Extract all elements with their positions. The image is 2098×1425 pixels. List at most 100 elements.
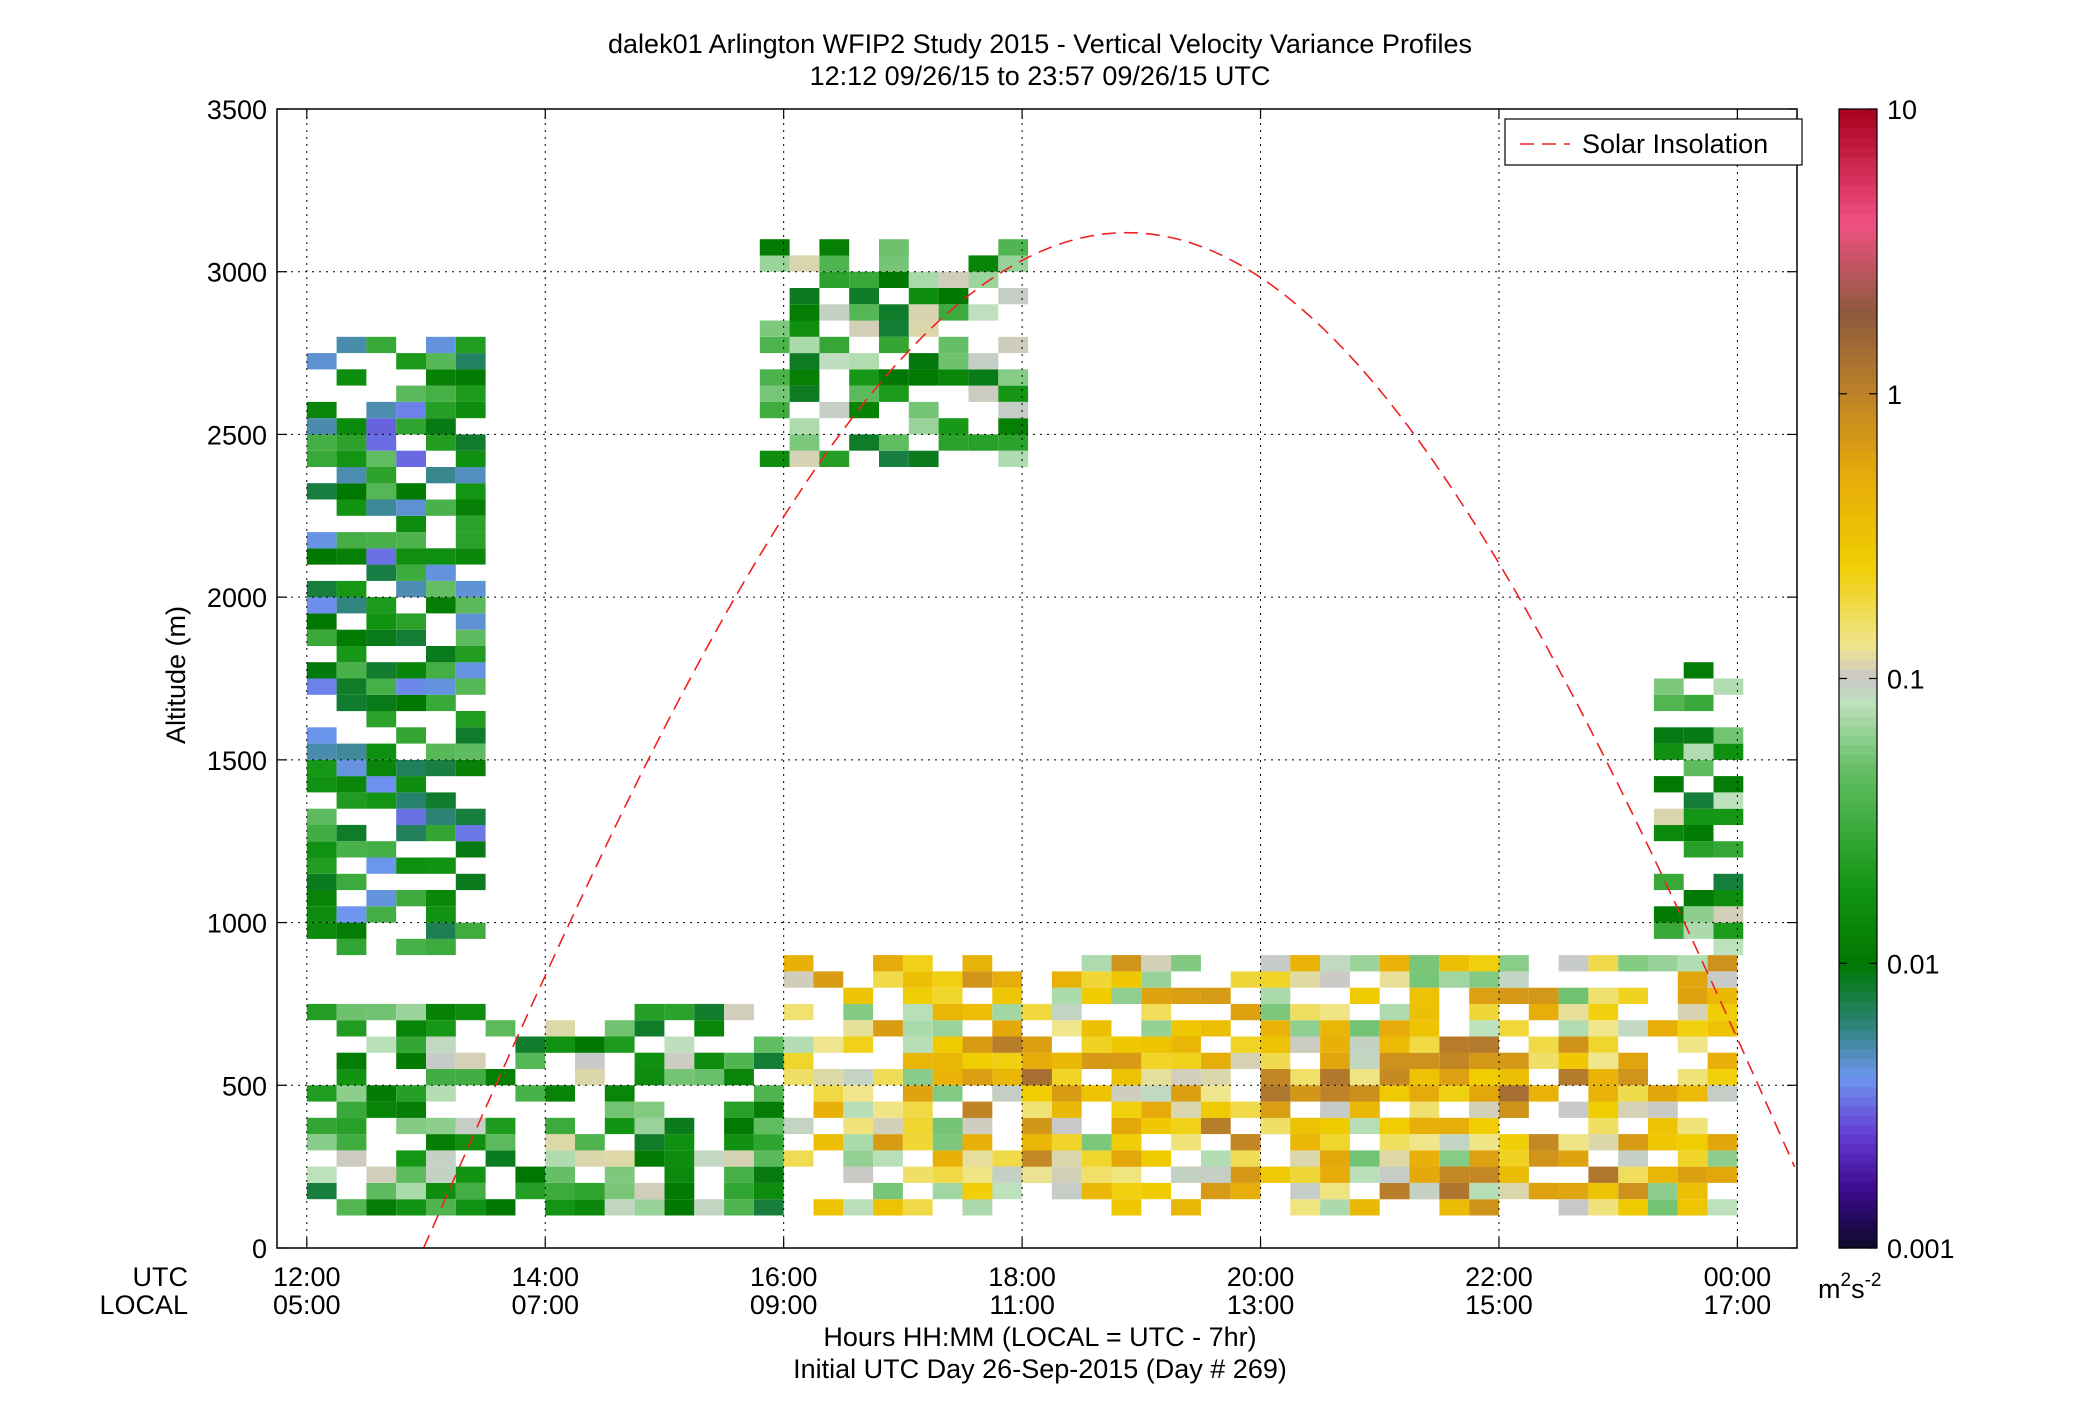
heatmap-cell	[306, 808, 337, 825]
heatmap-cell	[1290, 1117, 1321, 1135]
heatmap-cell	[1618, 1085, 1648, 1102]
heatmap-cell	[1022, 1003, 1052, 1021]
heatmap-cell	[336, 499, 367, 516]
heatmap-cell	[366, 1166, 397, 1183]
heatmap-cell	[1260, 1036, 1291, 1053]
heatmap-cell	[1713, 841, 1744, 858]
colorbar-segment	[1839, 393, 1877, 404]
heatmap-cell	[1499, 1182, 1529, 1200]
heatmap-cell	[366, 434, 397, 451]
x-tick-label-utc: 18:00	[988, 1262, 1056, 1292]
colorbar-segment	[1839, 507, 1877, 518]
heatmap-cell	[873, 1020, 903, 1037]
heatmap-cell	[1409, 1166, 1440, 1183]
heatmap-cell	[849, 401, 879, 419]
heatmap-cell	[455, 532, 486, 549]
heatmap-cell	[366, 499, 397, 516]
heatmap-cell	[694, 1069, 725, 1086]
heatmap-cell	[1051, 1101, 1082, 1118]
colorbar-segment	[1839, 536, 1877, 547]
heatmap-cell	[1439, 1117, 1470, 1135]
colorbar-segment	[1839, 317, 1877, 328]
heatmap-cell	[1260, 1069, 1291, 1086]
heatmap-cell	[1653, 808, 1684, 825]
heatmap-cell	[1677, 1085, 1708, 1102]
heatmap-cell	[1653, 824, 1684, 842]
colorbar-segment	[1839, 621, 1877, 632]
heatmap-cell	[426, 678, 456, 695]
heatmap-cell	[1111, 955, 1142, 972]
heatmap-cell	[1683, 922, 1714, 939]
colorbar-segment	[1839, 1124, 1877, 1135]
heatmap-cell	[724, 1052, 754, 1069]
colorbar-segment	[1839, 146, 1877, 158]
heatmap-cell	[426, 385, 456, 402]
colorbar-segment	[1839, 735, 1877, 746]
y-tick-label: 1500	[207, 746, 267, 776]
colorbar-segment	[1839, 137, 1877, 148]
y-tick-label: 1000	[207, 909, 267, 939]
heatmap-cell	[873, 1101, 903, 1118]
heatmap-cell	[1200, 1052, 1231, 1069]
heatmap-cell	[455, 613, 486, 630]
heatmap-cell	[634, 1020, 665, 1037]
heatmap-cell	[1200, 1069, 1231, 1086]
heatmap-cell	[1558, 1101, 1589, 1118]
heatmap-cell	[336, 1150, 367, 1167]
heatmap-cell	[366, 467, 397, 484]
heatmap-cell	[426, 1085, 456, 1102]
heatmap-cell	[634, 1069, 665, 1086]
heatmap-cell	[306, 1134, 337, 1151]
colorbar-segment	[1839, 706, 1877, 718]
legend-label: Solar Insolation	[1582, 129, 1768, 159]
heatmap-cell	[336, 1085, 367, 1102]
heatmap-cell	[813, 1134, 844, 1151]
heatmap-cell	[849, 304, 879, 321]
heatmap-cell	[455, 922, 486, 939]
local-row-label: LOCAL	[99, 1290, 188, 1320]
colorbar-segment	[1839, 1096, 1877, 1107]
colorbar-segment	[1839, 403, 1877, 414]
heatmap-cell	[819, 255, 850, 272]
heatmap-cell	[1677, 1003, 1708, 1021]
heatmap-cell	[1111, 1117, 1142, 1135]
heatmap-cell	[902, 1069, 933, 1086]
colorbar-segment	[1839, 887, 1877, 898]
heatmap-cell	[515, 1085, 546, 1102]
heatmap-cell	[932, 1134, 963, 1151]
heatmap-cell	[515, 1036, 546, 1053]
heatmap-cell	[306, 727, 337, 744]
heatmap-cell	[1713, 808, 1744, 825]
colorbar-segment	[1839, 839, 1877, 850]
heatmap-cell	[455, 1182, 486, 1200]
heatmap-cell	[306, 906, 337, 923]
heatmap-cell	[1439, 1134, 1470, 1151]
y-axis-label: Altitude (m)	[161, 606, 191, 744]
heatmap-cell	[849, 369, 879, 386]
heatmap-cell	[938, 353, 969, 370]
heatmap-cell	[396, 499, 426, 516]
colorbar-segment	[1839, 232, 1877, 243]
heatmap-cell	[1111, 1199, 1142, 1216]
heatmap-cell	[1558, 1003, 1589, 1021]
heatmap-cell	[694, 1199, 725, 1216]
heatmap-cell	[1588, 1134, 1619, 1151]
heatmap-cell	[1558, 1020, 1589, 1037]
heatmap-cell	[336, 776, 367, 793]
heatmap-cell	[634, 1150, 665, 1167]
heatmap-cell	[1439, 971, 1470, 988]
heatmap-cell	[908, 320, 939, 337]
heatmap-cell	[1379, 1117, 1410, 1135]
heatmap-cell	[998, 450, 1029, 467]
heatmap-cell	[879, 239, 909, 256]
heatmap-cell	[1141, 1101, 1172, 1118]
heatmap-cell	[1320, 1101, 1350, 1118]
heatmap-cell	[336, 1003, 367, 1021]
heatmap-cell	[1141, 1150, 1172, 1167]
heatmap-cell	[1320, 1085, 1350, 1102]
heatmap-cell	[1648, 1117, 1678, 1135]
heatmap-cell	[1588, 1069, 1619, 1086]
heatmap-cell	[879, 385, 909, 402]
heatmap-cell	[992, 1150, 1023, 1167]
heatmap-cell	[1683, 662, 1714, 679]
